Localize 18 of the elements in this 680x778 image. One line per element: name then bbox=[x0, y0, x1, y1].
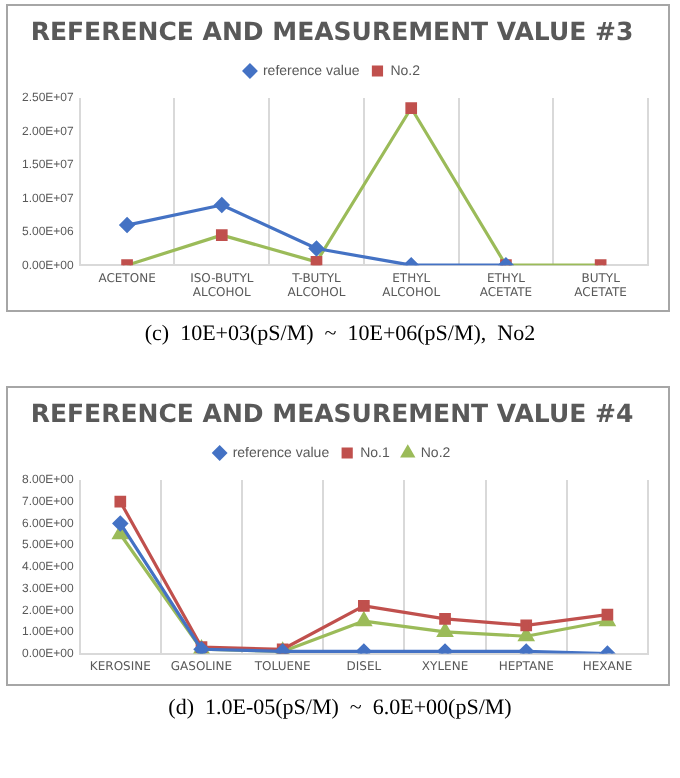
point bbox=[214, 197, 230, 213]
point bbox=[308, 240, 325, 257]
point bbox=[439, 613, 451, 625]
text: (c) 10E+03(pS/M) ~ 10E+06(pS/M), No2 bbox=[142, 322, 538, 346]
point bbox=[114, 495, 127, 508]
chart-title: REFERENCE AND MEASUREMENT VALUE #3 bbox=[30, 15, 634, 46]
point bbox=[520, 619, 533, 632]
point bbox=[437, 623, 453, 637]
point bbox=[310, 256, 323, 266]
point bbox=[215, 229, 228, 241]
point bbox=[356, 612, 372, 627]
point bbox=[358, 600, 370, 612]
point bbox=[601, 608, 614, 621]
point bbox=[405, 102, 418, 114]
point bbox=[112, 515, 128, 531]
text: (d) 1.0E-05(pS/M) ~ 6.0E+00(pS/M) bbox=[166, 696, 514, 720]
chart-title: REFERENCE AND MEASUREMENT VALUE #4 bbox=[30, 397, 634, 428]
point bbox=[119, 217, 135, 233]
